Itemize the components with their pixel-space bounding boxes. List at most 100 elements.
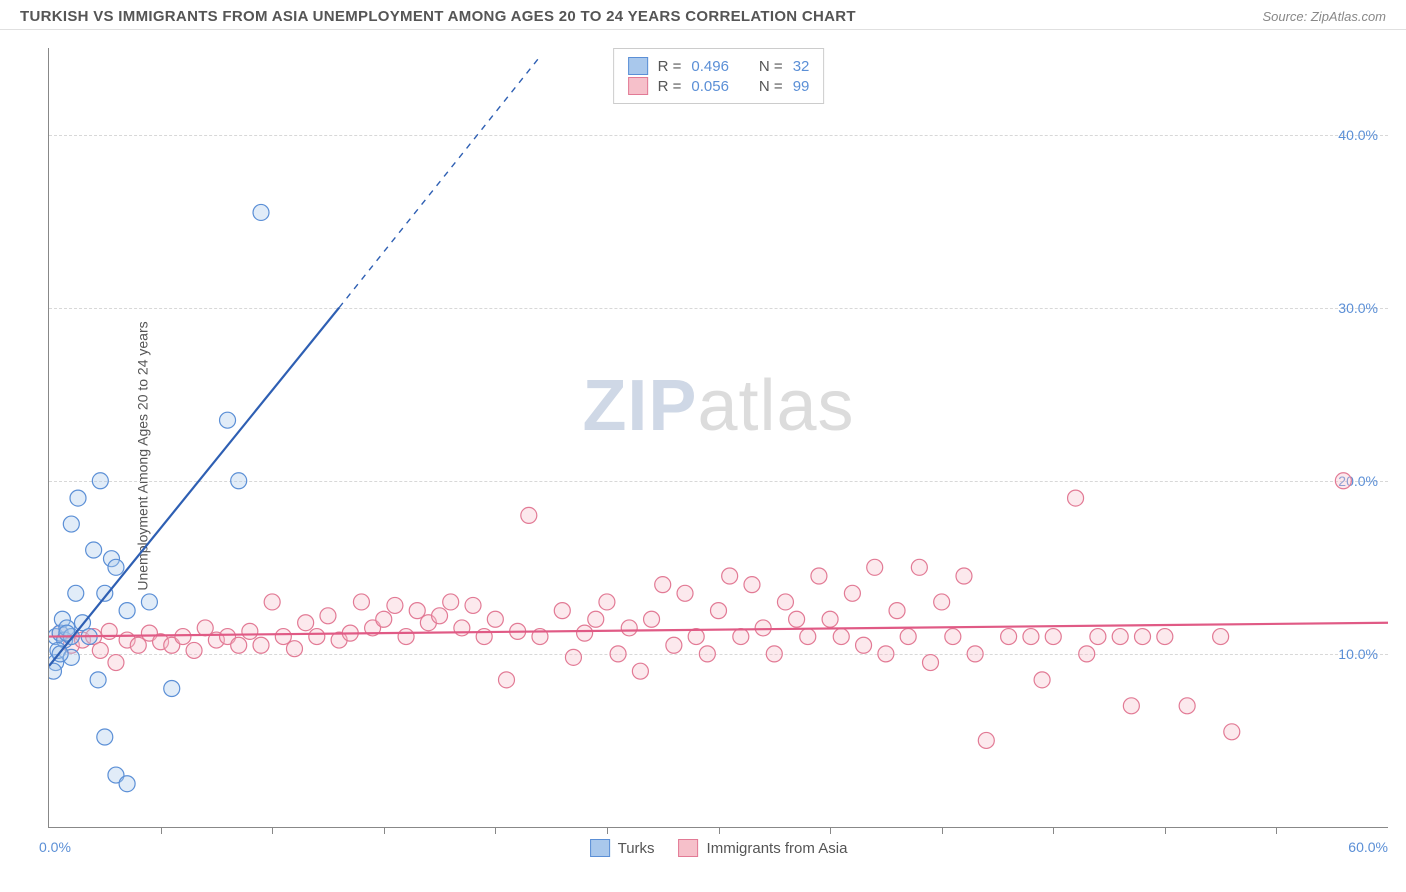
data-point xyxy=(777,594,793,610)
data-point xyxy=(186,642,202,658)
swatch-turks xyxy=(590,839,610,857)
x-tick xyxy=(607,827,608,834)
data-point xyxy=(711,603,727,619)
data-point xyxy=(320,608,336,624)
data-point xyxy=(1001,629,1017,645)
n-label: N = xyxy=(759,78,783,95)
data-point xyxy=(70,490,86,506)
trend-line xyxy=(49,308,339,666)
data-point xyxy=(1213,629,1229,645)
data-point xyxy=(1123,698,1139,714)
r-value-turks: 0.496 xyxy=(691,58,729,75)
data-point xyxy=(432,608,448,624)
swatch-asia xyxy=(628,77,648,95)
data-point xyxy=(822,611,838,627)
x-tick xyxy=(495,827,496,834)
data-point xyxy=(666,637,682,653)
data-point xyxy=(465,597,481,613)
x-max-label: 60.0% xyxy=(1348,839,1388,855)
n-value-turks: 32 xyxy=(793,58,810,75)
data-point xyxy=(844,585,860,601)
data-point xyxy=(733,629,749,645)
x-tick xyxy=(1276,827,1277,834)
data-point xyxy=(86,542,102,558)
data-point xyxy=(487,611,503,627)
legend-series: Turks Immigrants from Asia xyxy=(590,839,848,857)
data-point xyxy=(956,568,972,584)
data-point xyxy=(632,663,648,679)
data-point xyxy=(577,625,593,641)
data-point xyxy=(141,594,157,610)
data-point xyxy=(264,594,280,610)
data-point xyxy=(498,672,514,688)
r-label: R = xyxy=(658,58,682,75)
legend-label-turks: Turks xyxy=(618,840,655,857)
data-point xyxy=(242,623,258,639)
data-point xyxy=(722,568,738,584)
data-point xyxy=(1068,490,1084,506)
data-point xyxy=(97,729,113,745)
data-point xyxy=(967,646,983,662)
data-point xyxy=(1079,646,1095,662)
data-point xyxy=(220,412,236,428)
data-point xyxy=(1179,698,1195,714)
data-point xyxy=(655,577,671,593)
r-value-asia: 0.056 xyxy=(691,78,729,95)
data-point xyxy=(978,732,994,748)
data-point xyxy=(92,642,108,658)
swatch-turks xyxy=(628,57,648,75)
data-point xyxy=(677,585,693,601)
data-point xyxy=(1112,629,1128,645)
data-point xyxy=(175,629,191,645)
data-point xyxy=(398,629,414,645)
x-tick xyxy=(1053,827,1054,834)
x-tick xyxy=(272,827,273,834)
data-point xyxy=(911,559,927,575)
data-point xyxy=(923,655,939,671)
r-label: R = xyxy=(658,78,682,95)
data-point xyxy=(878,646,894,662)
x-tick xyxy=(719,827,720,834)
data-point xyxy=(119,776,135,792)
source-label: Source: ZipAtlas.com xyxy=(1262,9,1386,24)
data-point xyxy=(108,559,124,575)
data-point xyxy=(621,620,637,636)
chart-title: TURKISH VS IMMIGRANTS FROM ASIA UNEMPLOY… xyxy=(20,8,856,25)
data-point xyxy=(286,641,302,657)
data-point xyxy=(231,473,247,489)
data-point xyxy=(800,629,816,645)
x-tick xyxy=(161,827,162,834)
data-point xyxy=(108,655,124,671)
x-tick xyxy=(830,827,831,834)
plot-area: ZIPatlas R = 0.496 N = 32 R = 0.056 N = … xyxy=(48,48,1388,828)
data-point xyxy=(1090,629,1106,645)
data-point xyxy=(1135,629,1151,645)
data-point xyxy=(521,507,537,523)
data-point xyxy=(554,603,570,619)
n-value-asia: 99 xyxy=(793,78,810,95)
data-point xyxy=(92,473,108,489)
x-min-label: 0.0% xyxy=(39,839,71,855)
data-point xyxy=(789,611,805,627)
data-point xyxy=(443,594,459,610)
trend-line xyxy=(339,57,540,308)
data-point xyxy=(1034,672,1050,688)
data-point xyxy=(309,629,325,645)
data-point xyxy=(744,577,760,593)
data-point xyxy=(900,629,916,645)
x-tick xyxy=(942,827,943,834)
data-point xyxy=(699,646,715,662)
data-point xyxy=(387,597,403,613)
data-point xyxy=(644,611,660,627)
legend-label-asia: Immigrants from Asia xyxy=(707,840,848,857)
data-point xyxy=(353,594,369,610)
data-point xyxy=(1023,629,1039,645)
data-point xyxy=(856,637,872,653)
data-point xyxy=(119,603,135,619)
data-point xyxy=(766,646,782,662)
data-point xyxy=(298,615,314,631)
data-point xyxy=(97,585,113,601)
plot-svg xyxy=(49,48,1388,827)
data-point xyxy=(454,620,470,636)
x-tick xyxy=(1165,827,1166,834)
